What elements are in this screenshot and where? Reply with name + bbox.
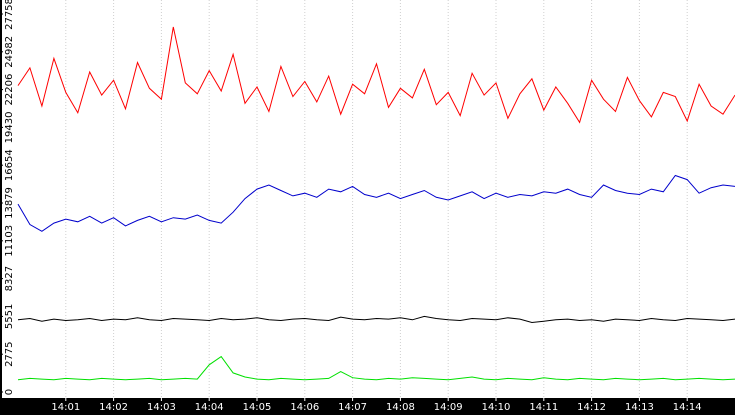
x-tick-label: 14:11 (529, 402, 558, 413)
x-axis-strip (0, 398, 735, 415)
y-tick-label: 13879 (4, 187, 15, 219)
series-line (17, 355, 735, 381)
x-tick-label: 14:03 (147, 402, 176, 413)
y-tick-label: 16654 (4, 149, 15, 181)
x-tick-label: 14:12 (577, 402, 606, 413)
series-line (17, 174, 735, 232)
y-axis-strip (0, 0, 2, 398)
x-tick-label: 14:05 (243, 402, 272, 413)
y-tick-label: 22206 (4, 74, 15, 106)
x-tick-label: 14:01 (51, 402, 80, 413)
y-tick-label: 8327 (4, 266, 15, 291)
series-line (17, 26, 735, 124)
x-tick-label: 14:14 (673, 402, 702, 413)
x-tick-label: 14:06 (290, 402, 319, 413)
y-tick-label: 24982 (4, 36, 15, 68)
x-tick-label: 14:10 (482, 402, 511, 413)
y-tick-label: 11103 (4, 225, 15, 257)
x-tick-label: 14:02 (99, 402, 128, 413)
x-tick-label: 14:13 (625, 402, 654, 413)
y-tick-label: 0 (4, 389, 15, 395)
y-tick-label: 19430 (4, 112, 15, 144)
x-tick-label: 14:07 (338, 402, 367, 413)
x-tick-label: 14:08 (386, 402, 415, 413)
y-tick-label: 27758 (4, 0, 15, 30)
y-tick-label: 5551 (4, 304, 15, 329)
y-tick-label: 2775 (4, 341, 15, 366)
series-line (17, 315, 735, 324)
x-tick-label: 14:04 (195, 402, 224, 413)
x-tick-label: 14:09 (434, 402, 463, 413)
